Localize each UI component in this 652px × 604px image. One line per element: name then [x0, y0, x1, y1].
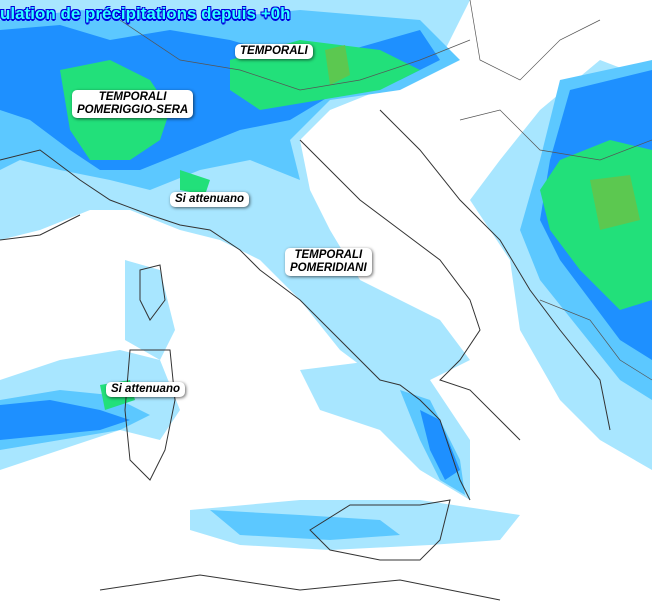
precip-olive	[325, 45, 640, 230]
label-temporali-north: TEMPORALI	[235, 44, 313, 59]
label-temporali-pomeridiani: TEMPORALI POMERIDIANI	[285, 248, 372, 276]
label-temporali-pomeriggio-sera: TEMPORALI POMERIGGIO-SERA	[72, 90, 194, 118]
label-line: Si attenuano	[175, 193, 245, 205]
label-line: Si attenuano	[111, 383, 181, 395]
coastlines	[0, 109, 611, 601]
label-si-attenuano-liguria: Si attenuano	[170, 192, 250, 207]
label-line: POMERIGGIO-SERA	[77, 104, 189, 116]
label-line: TEMPORALI	[98, 91, 167, 103]
label-line: TEMPORALI	[240, 45, 308, 57]
label-si-attenuano-sardegna: Si attenuano	[106, 382, 186, 397]
country-borders	[119, 0, 652, 381]
label-line: POMERIDIANI	[290, 262, 367, 274]
label-line: TEMPORALI	[294, 249, 363, 261]
map-title: ulation de précipitations depuis +0h	[0, 4, 291, 23]
